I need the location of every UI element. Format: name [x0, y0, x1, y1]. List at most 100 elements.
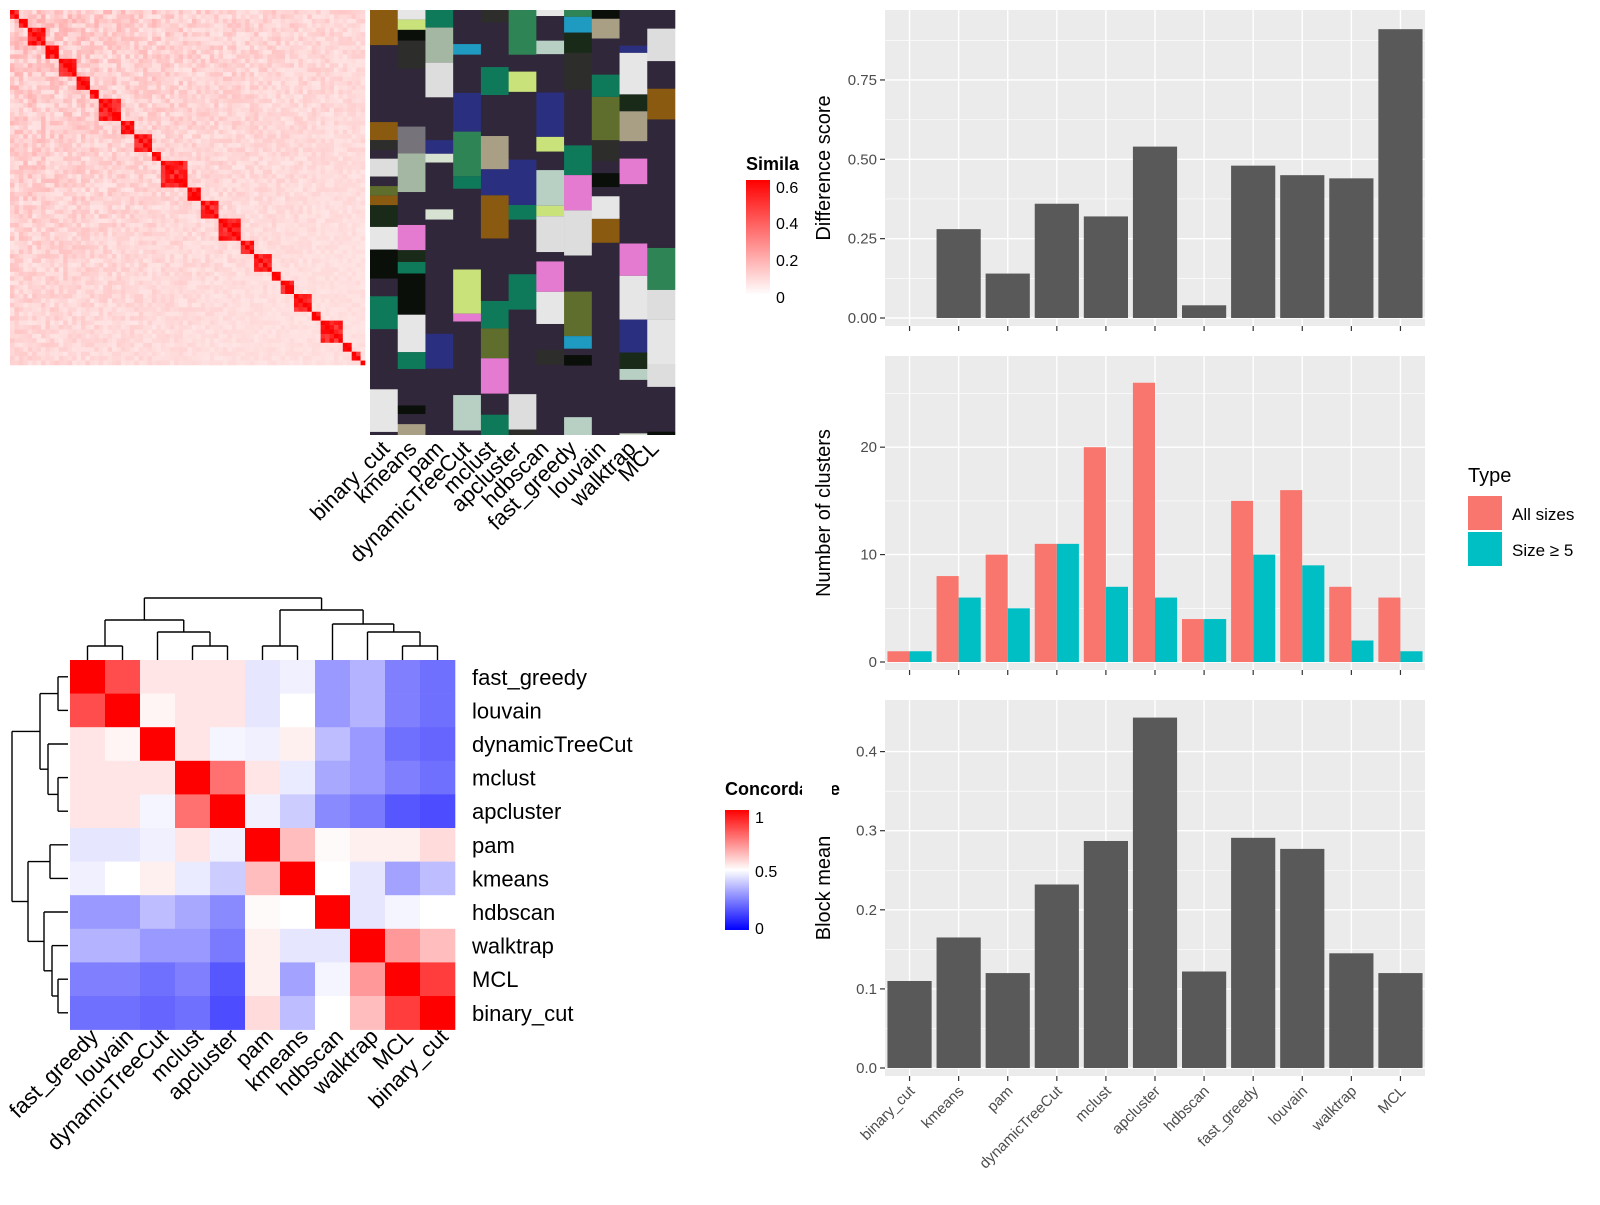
- similarity-cell: [112, 67, 117, 73]
- similarity-cell: [320, 98, 326, 104]
- similarity-cell: [342, 116, 348, 122]
- similarity-cell: [360, 227, 366, 233]
- similarity-cell: [63, 152, 68, 157]
- similarity-cell: [120, 14, 126, 20]
- similarity-cell: [112, 209, 117, 215]
- similarity-cell: [107, 36, 113, 42]
- similarity-cell: [45, 18, 51, 24]
- similarity-cell: [311, 236, 317, 242]
- similarity-cell: [120, 214, 126, 219]
- similarity-cell: [63, 125, 68, 131]
- similarity-cell: [200, 196, 206, 202]
- similarity-cell: [107, 143, 113, 148]
- similarity-cell: [10, 98, 15, 104]
- similarity-cell: [63, 227, 68, 233]
- similarity-cell: [156, 76, 162, 82]
- similarity-cell: [258, 191, 264, 197]
- similarity-cell: [338, 138, 344, 144]
- similarity-cell: [298, 258, 304, 264]
- similarity-cell: [280, 236, 286, 242]
- similarity-cell: [112, 32, 117, 37]
- similarity-cell: [63, 276, 68, 281]
- similarity-cell: [72, 120, 77, 126]
- similarity-cell: [89, 89, 95, 95]
- similarity-cell: [320, 107, 326, 113]
- similarity-cell: [311, 169, 317, 175]
- similarity-cell: [94, 143, 100, 148]
- similarity-cell: [351, 18, 357, 24]
- similarity-cell: [245, 49, 250, 55]
- similarity-cell: [125, 183, 131, 188]
- similarity-cell: [214, 236, 219, 242]
- similarity-cell: [351, 254, 357, 259]
- similarity-cell: [187, 116, 193, 122]
- similarity-cell: [152, 94, 157, 100]
- similarity-cell: [325, 23, 330, 29]
- similarity-cell: [231, 214, 237, 219]
- similarity-cell: [81, 254, 86, 259]
- similarity-cell: [254, 218, 259, 224]
- similarity-cell: [311, 14, 317, 20]
- similarity-cell: [103, 200, 108, 206]
- similarity-cell: [54, 107, 60, 113]
- similarity-cell: [36, 18, 42, 24]
- similarity-cell: [85, 58, 91, 64]
- similarity-cell: [169, 178, 175, 184]
- similarity-cell: [138, 54, 144, 60]
- similarity-cell: [214, 160, 219, 166]
- similarity-cell: [254, 120, 259, 126]
- similarity-cell: [125, 147, 131, 153]
- similarity-cell: [58, 138, 64, 144]
- similarity-cell: [271, 112, 277, 117]
- similarity-cell: [27, 138, 33, 144]
- similarity-cell: [187, 191, 193, 197]
- similarity-cell: [134, 10, 139, 15]
- similarity-cell: [329, 94, 335, 100]
- similarity-cell: [14, 49, 20, 55]
- similarity-cell: [98, 267, 104, 273]
- similarity-cell: [32, 129, 37, 135]
- similarity-cell: [254, 280, 259, 286]
- similarity-cell: [41, 49, 46, 55]
- similarity-cell: [191, 112, 197, 117]
- similarity-cell: [351, 196, 357, 202]
- similarity-cell: [152, 63, 157, 68]
- similarity-cell: [205, 271, 210, 277]
- similarity-cell: [183, 23, 188, 29]
- similarity-cell: [81, 236, 86, 242]
- similarity-cell: [10, 231, 15, 237]
- similarity-cell: [116, 156, 122, 162]
- similarity-cell: [227, 240, 233, 246]
- similarity-cell: [85, 174, 91, 179]
- similarity-cell: [156, 178, 162, 184]
- similarity-cell: [302, 58, 308, 64]
- similarity-cell: [10, 67, 15, 73]
- similarity-cell: [218, 143, 224, 148]
- similarity-cell: [205, 187, 210, 193]
- similarity-cell: [58, 125, 64, 131]
- similarity-cell: [81, 191, 86, 197]
- similarity-cell: [218, 267, 224, 273]
- similarity-cell: [49, 254, 55, 259]
- similarity-cell: [76, 152, 82, 157]
- similarity-cell: [116, 240, 122, 246]
- similarity-cell: [311, 85, 317, 91]
- similarity-cell: [10, 58, 15, 64]
- similarity-cell: [258, 27, 264, 33]
- similarity-cell: [107, 236, 113, 242]
- similarity-cell: [214, 156, 219, 162]
- similarity-cell: [98, 98, 104, 104]
- similarity-cell: [294, 169, 299, 175]
- similarity-cell: [325, 236, 330, 242]
- similarity-cell: [45, 152, 51, 157]
- similarity-cell: [41, 23, 46, 29]
- similarity-cell: [63, 218, 68, 224]
- similarity-cell: [231, 187, 237, 193]
- similarity-cell: [240, 125, 246, 131]
- similarity-cell: [294, 138, 299, 144]
- similarity-cell: [112, 27, 117, 33]
- similarity-cell: [267, 54, 273, 60]
- similarity-cell: [165, 85, 171, 91]
- similarity-cell: [307, 205, 313, 210]
- similarity-cell: [218, 262, 224, 268]
